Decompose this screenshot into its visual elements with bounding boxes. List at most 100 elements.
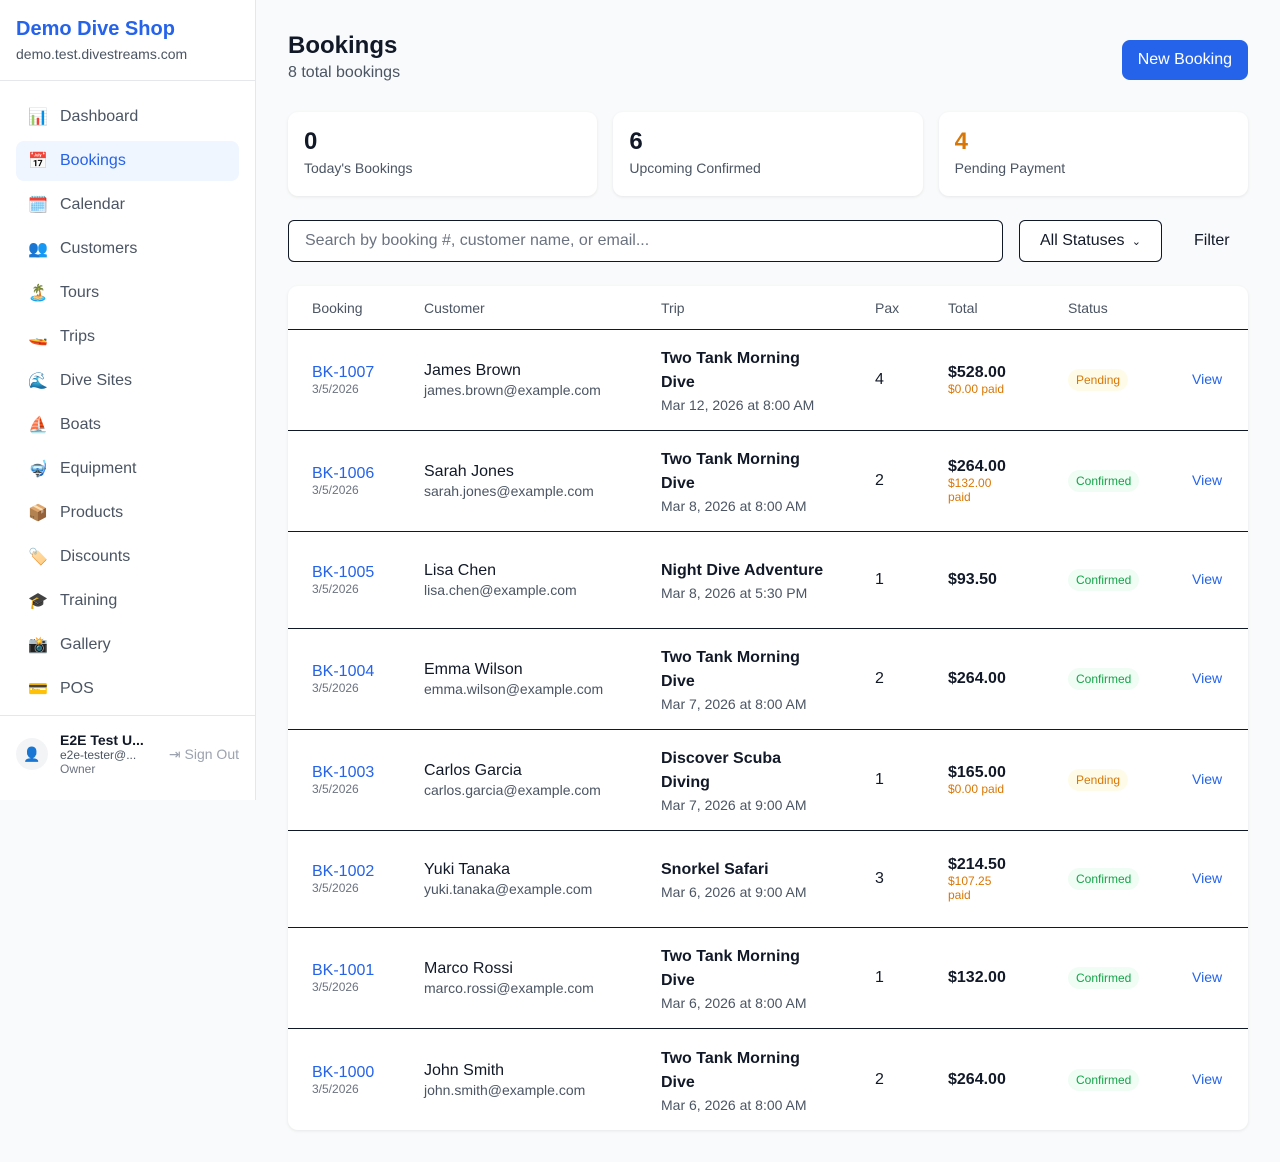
total: $264.00 — [948, 670, 1006, 687]
customer-email: john.smith@example.com — [424, 1081, 586, 1098]
booking-link[interactable]: BK-1002 — [312, 863, 375, 880]
trip-datetime: Mar 7, 2026 at 9:00 AM — [661, 797, 807, 813]
sidebar-item-tours[interactable]: 🏝️ Tours — [16, 273, 239, 313]
booking-link[interactable]: BK-1000 — [312, 1063, 375, 1081]
stat-value: 0 — [304, 128, 318, 155]
customer-name: Carlos Garcia — [424, 762, 522, 779]
sidebar-item-gallery[interactable]: 📸 Gallery — [16, 625, 239, 665]
table-row: BK-1006 3/5/2026 Sarah Jones sarah.jones@e… — [288, 431, 1248, 532]
sign-out-label: Sign Out — [184, 745, 239, 762]
sidebar-item-label: Dive Sites — [60, 372, 133, 389]
sidebar-item-equipment[interactable]: 🤿 Equipment — [16, 449, 239, 489]
stat-value: 6 — [629, 128, 643, 155]
sidebar-item-dive-sites[interactable]: 🌊 Dive Sites — [16, 361, 239, 401]
customer-email: marco.rossi@example.com — [424, 980, 594, 996]
trip-datetime: Mar 8, 2026 at 5:30 PM — [661, 585, 808, 601]
sidebar: Demo Dive Shop demo.test.divestreams.com… — [0, 0, 256, 800]
customer-email: emma.wilson@example.com — [424, 681, 604, 697]
sidebar-item-customers[interactable]: 👥 Customers — [16, 229, 239, 269]
pos-icon: 💳 — [28, 681, 48, 698]
stats-cards: 0 Today's Bookings 6 Upcoming Confirmed 4 Pen… — [288, 112, 1248, 196]
customer-name: Emma Wilson — [424, 661, 523, 678]
trip-name: Two Tank Morning Dive — [661, 948, 800, 989]
trip-name: Two Tank Morning Dive — [661, 649, 800, 690]
page-subtitle: 8 total bookings — [288, 64, 401, 81]
sidebar-item-dashboard[interactable]: 📊 Dashboard — [16, 97, 239, 137]
sidebar-item-discounts[interactable]: 🏷️ Discounts — [16, 537, 239, 577]
booking-link[interactable]: BK-1006 — [312, 465, 375, 482]
stat-value: 4 — [954, 128, 969, 155]
total: $214.50 — [948, 856, 1006, 873]
shop-name[interactable]: Demo Dive Shop — [16, 18, 175, 40]
total: $165.00 — [948, 764, 1006, 781]
view-link[interactable]: View — [1192, 1070, 1223, 1087]
pax: 3 — [875, 870, 884, 887]
sign-out-button[interactable]: ⇥ Sign Out — [169, 746, 239, 763]
table-row: BK-1005 3/5/2026 Lisa Chen lisa.chen@examp… — [288, 532, 1248, 629]
customer-email: lisa.chen@example.com — [424, 582, 577, 598]
status-badge: Confirmed — [1068, 868, 1140, 890]
filter-bar: All Statuses ⌄ Filter — [288, 220, 1248, 262]
status-badge: Confirmed — [1068, 668, 1140, 690]
table-row: BK-1003 3/5/2026 Carlos Garcia carlos.garc… — [288, 730, 1248, 831]
pax: 2 — [875, 1070, 884, 1088]
booking-link[interactable]: BK-1005 — [312, 564, 375, 581]
status-select[interactable]: All Statuses ⌄ — [1019, 220, 1162, 262]
discounts-icon: 🏷️ — [28, 549, 48, 566]
dive-sites-icon: 🌊 — [28, 373, 48, 390]
booking-link[interactable]: BK-1004 — [312, 663, 375, 680]
sidebar-item-training[interactable]: 🎓 Training — [16, 581, 239, 621]
booking-date: 3/5/2026 — [312, 382, 359, 396]
table-header: Booking Customer Trip Pax Total Status — [288, 286, 1248, 330]
view-link[interactable]: View — [1192, 771, 1223, 787]
bookings-icon: 📅 — [28, 153, 48, 170]
stat-label: Today's Bookings — [304, 160, 413, 176]
sidebar-item-trips[interactable]: 🚤 Trips — [16, 317, 239, 357]
filter-button[interactable]: Filter — [1194, 232, 1230, 249]
booking-date: 3/5/2026 — [312, 1081, 359, 1096]
tours-icon: 🏝️ — [28, 285, 48, 302]
booking-link[interactable]: BK-1007 — [312, 364, 375, 381]
search-input[interactable] — [288, 220, 1003, 262]
customer-name: Yuki Tanaka — [424, 861, 510, 878]
sidebar-item-pos[interactable]: 💳 POS — [16, 669, 239, 709]
view-link[interactable]: View — [1192, 670, 1223, 686]
total: $264.00 — [948, 458, 1006, 475]
sidebar-item-calendar[interactable]: 🗓️ Calendar — [16, 185, 239, 225]
sidebar-item-boats[interactable]: ⛵ Boats — [16, 405, 239, 445]
user-role: Owner — [60, 762, 96, 776]
column-header: Trip — [661, 299, 685, 316]
sign-out-icon: ⇥ — [168, 745, 185, 762]
view-link[interactable]: View — [1192, 371, 1223, 387]
table-row: BK-1007 3/5/2026 James Brown james.brown@e… — [288, 330, 1248, 431]
booking-link[interactable]: BK-1003 — [312, 764, 375, 781]
view-link[interactable]: View — [1192, 969, 1223, 985]
sidebar-item-label: Discounts — [60, 548, 131, 565]
customer-name: John Smith — [424, 1061, 505, 1079]
sidebar-item-label: Dashboard — [60, 108, 139, 125]
sidebar-nav: 📊 Dashboard 📅 Bookings 🗓️ Calendar 👥 Customers 🏝… — [0, 81, 255, 709]
sidebar-item-products[interactable]: 📦 Products — [16, 493, 239, 533]
total: $528.00 — [948, 364, 1006, 381]
trip-datetime: Mar 6, 2026 at 9:00 AM — [661, 884, 807, 900]
stat-card: 0 Today's Bookings — [288, 112, 598, 196]
paid-amount: $132.00 paid — [948, 476, 992, 504]
products-icon: 📦 — [28, 505, 48, 522]
status-badge: Confirmed — [1068, 470, 1140, 492]
customer-name: Lisa Chen — [424, 562, 497, 579]
pax: 2 — [875, 670, 884, 687]
calendar-icon: 🗓️ — [28, 197, 48, 214]
view-link[interactable]: View — [1192, 870, 1223, 886]
booking-link[interactable]: BK-1001 — [312, 962, 375, 979]
brand: Demo Dive Shop demo.test.divestreams.com — [0, 0, 255, 81]
user-email: e2e-tester@... — [60, 748, 137, 762]
booking-date: 3/5/2026 — [312, 483, 359, 497]
sidebar-item-bookings[interactable]: 📅 Bookings — [16, 141, 239, 181]
status-badge: Confirmed — [1068, 967, 1140, 989]
equipment-icon: 🤿 — [28, 461, 48, 478]
view-link[interactable]: View — [1192, 472, 1223, 488]
customer-email: yuki.tanaka@example.com — [424, 881, 593, 897]
table-row: BK-1004 3/5/2026 Emma Wilson emma.wilson@e… — [288, 629, 1248, 730]
view-link[interactable]: View — [1192, 571, 1223, 587]
new-booking-button[interactable]: New Booking — [1121, 40, 1248, 80]
